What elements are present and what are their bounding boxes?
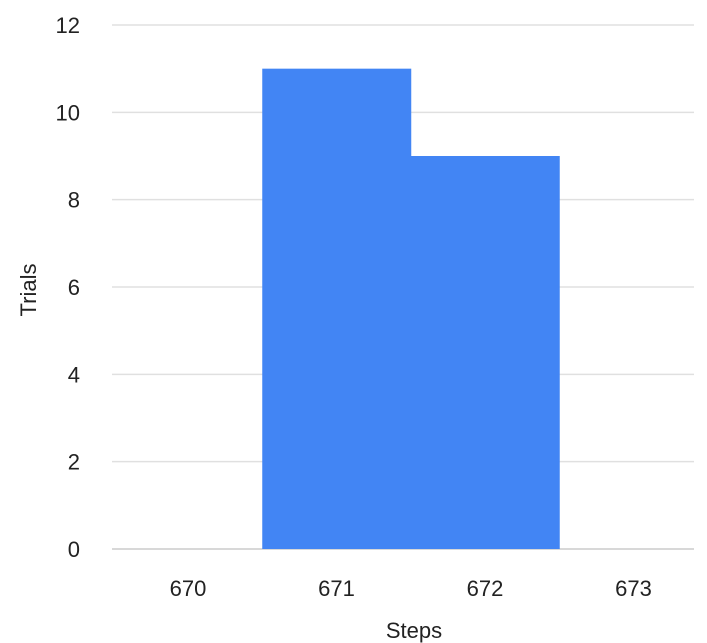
bar-672 xyxy=(410,156,560,549)
y-tick-label: 6 xyxy=(68,275,80,300)
y-tick-label: 8 xyxy=(68,188,80,213)
bars xyxy=(262,68,560,550)
y-axis-ticks: 0 2 4 6 8 10 12 xyxy=(56,13,80,562)
y-tick-label: 4 xyxy=(68,362,80,387)
x-axis-ticks: 670 671 672 673 xyxy=(170,576,652,601)
x-tick-label: 672 xyxy=(467,576,504,601)
y-tick-label: 0 xyxy=(68,537,80,562)
y-tick-label: 12 xyxy=(56,13,80,38)
x-tick-label: 671 xyxy=(318,576,355,601)
x-tick-label: 673 xyxy=(615,576,652,601)
y-tick-label: 2 xyxy=(68,450,80,475)
y-tick-label: 10 xyxy=(56,100,80,125)
x-axis-title: Steps xyxy=(386,618,442,643)
y-axis-title: Trials xyxy=(16,264,41,317)
bar-671 xyxy=(262,68,412,550)
x-tick-label: 670 xyxy=(170,576,207,601)
